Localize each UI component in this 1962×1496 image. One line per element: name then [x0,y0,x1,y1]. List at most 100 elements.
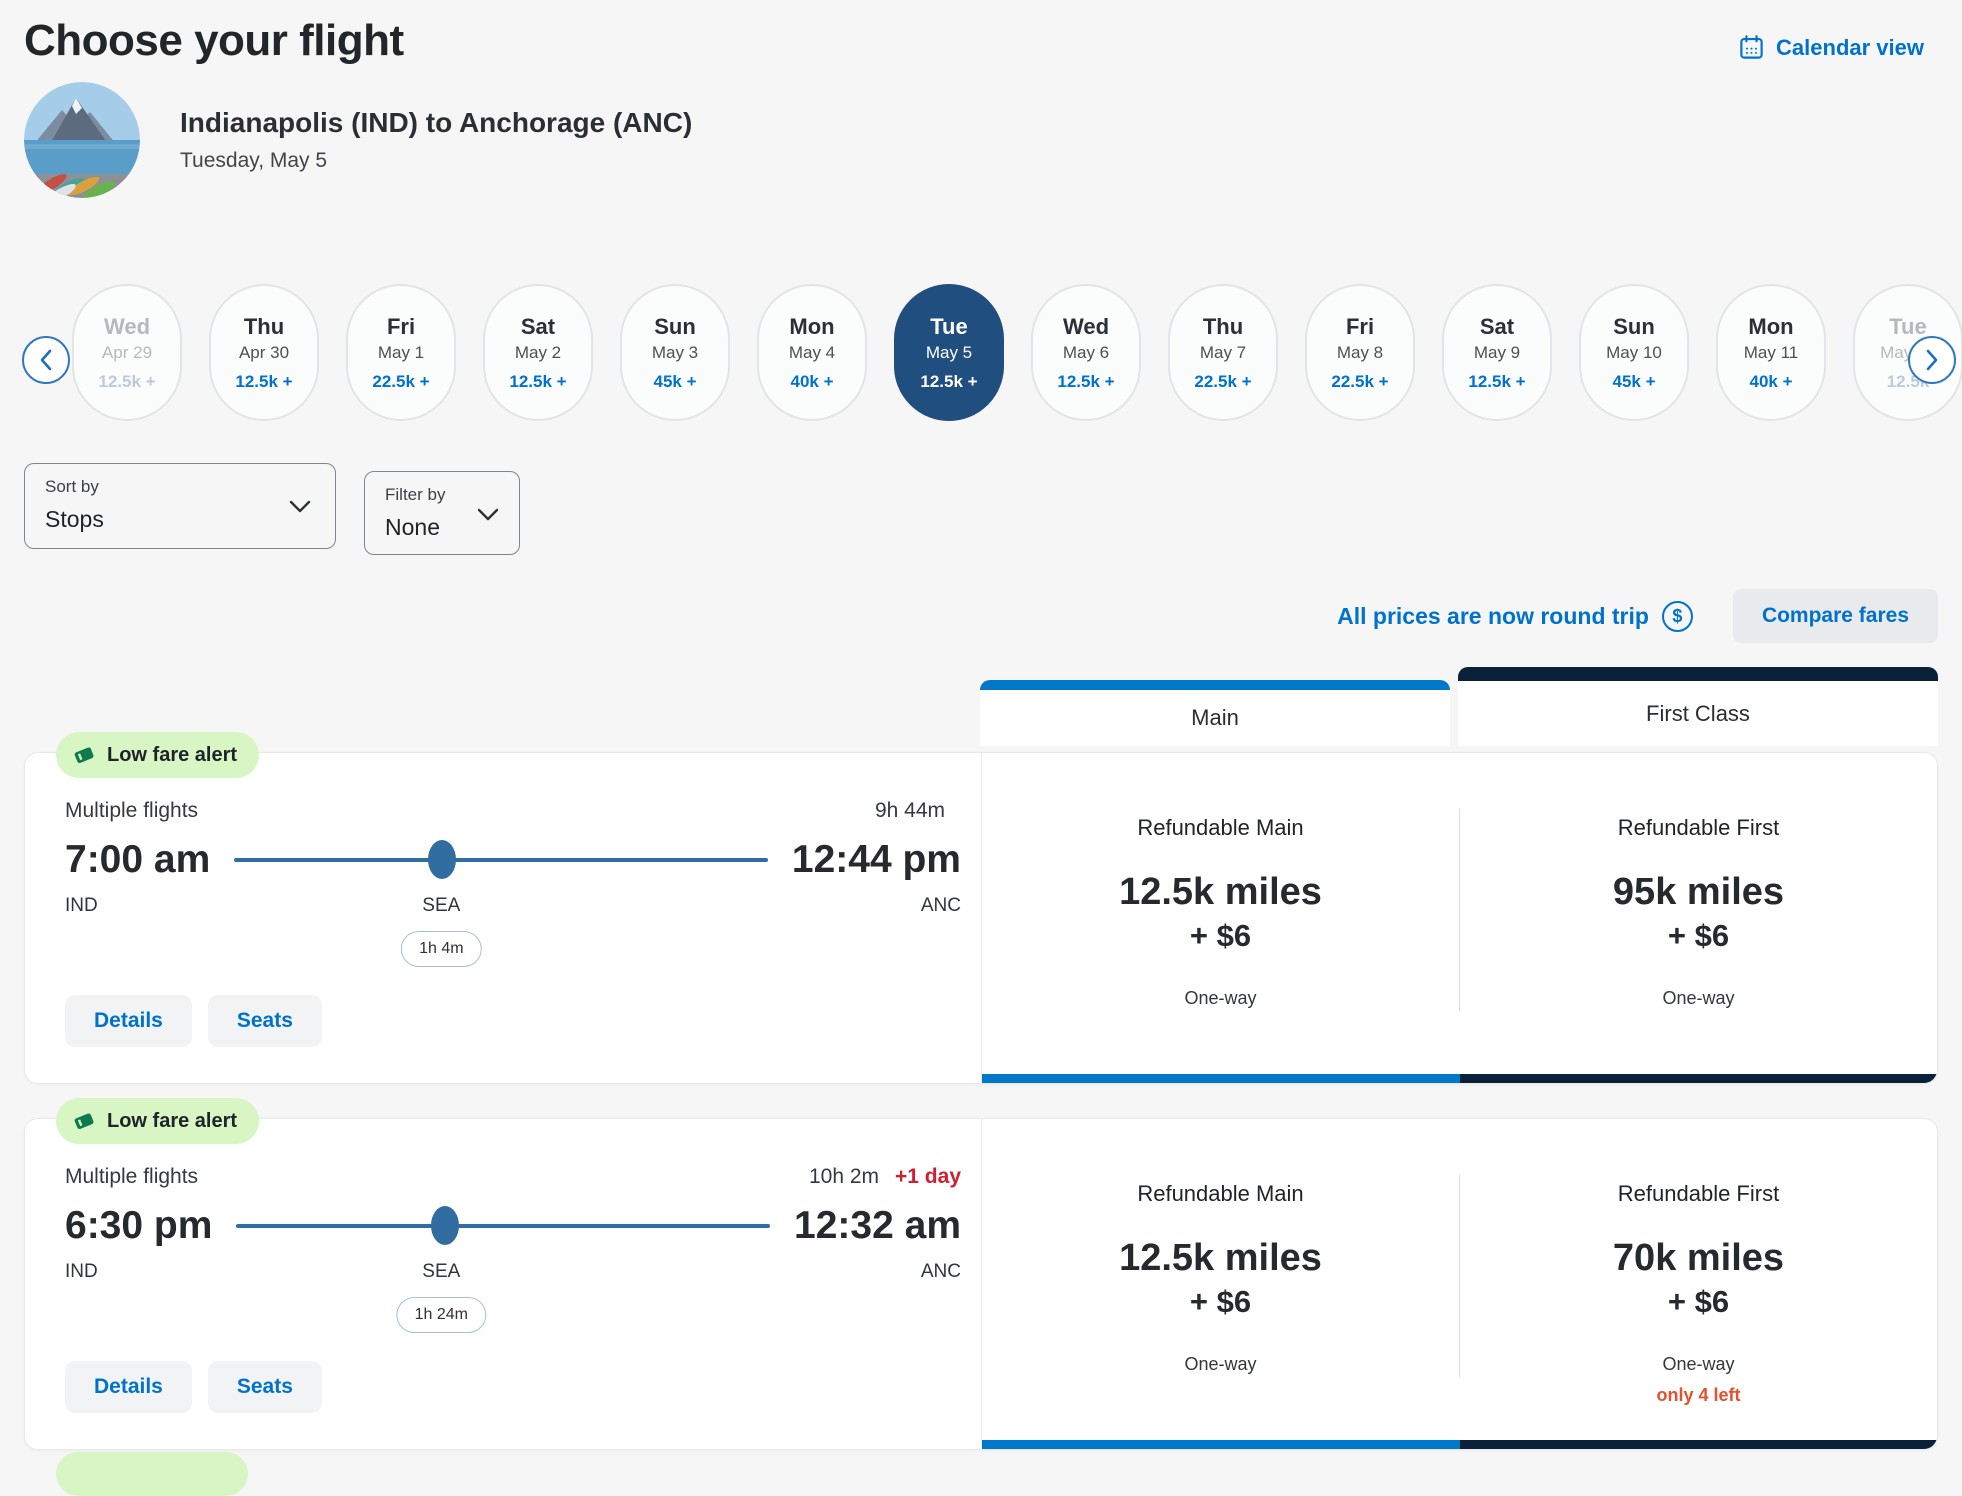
fare-miles: 12.5k miles [1119,1237,1322,1279]
fare-trip: One-way [1184,1354,1257,1374]
date-pill[interactable]: Wed May 6 12.5k + [1031,284,1141,421]
timeline-line [234,858,768,862]
fare-cell-main[interactable]: Refundable Main 12.5k miles + $6 One-way [982,1119,1459,1449]
depart-airport: IND [65,895,98,916]
day-offset-badge: +1 day [895,1165,961,1188]
date-pill[interactable]: Wed Apr 29 12.5k + [72,284,182,421]
tab-first-class-accent-bar [1458,667,1938,681]
low-fare-alert-label: Low fare alert [107,1109,238,1132]
date-pill[interactable]: Sat May 2 12.5k + [483,284,593,421]
carousel-prev-button[interactable] [22,336,70,384]
date-pill[interactable]: Sun May 3 45k + [620,284,730,421]
tab-main-accent-bar [980,680,1450,690]
calendar-view-label: Calendar view [1776,34,1924,60]
fare-trip: One-way [1662,1354,1735,1374]
layover-pill: 1h 4m [401,931,482,967]
flight-card: Low fare alert Multiple flights 10h 2m +… [24,1098,1938,1450]
date-pill-day: Sat [1479,313,1515,339]
arrive-airport: ANC [920,895,961,916]
low-fare-alert-badge: Low fare alert [56,732,260,778]
arrive-time: 12:44 pm [791,838,961,881]
date-pill-price: 12.5k + [235,371,293,391]
date-pill-selected[interactable]: Tue May 5 12.5k + [894,284,1004,421]
date-pill-price: 45k + [1612,371,1656,391]
fare-name: Refundable First [1617,1181,1780,1206]
date-pill[interactable]: Sat May 9 12.5k + [1442,284,1552,421]
date-pill-price: 12.5k + [1468,371,1526,391]
fare-trip: One-way [1184,988,1257,1008]
tag-icon [71,742,97,768]
tab-first-class[interactable]: First Class [1458,667,1938,746]
date-pill[interactable]: Thu May 7 22.5k + [1168,284,1278,421]
date-pill-price: 45k + [653,371,697,391]
depart-time: 6:30 pm [65,1204,213,1247]
sort-by-value: Stops [45,506,104,532]
route-title: Indianapolis (IND) to Anchorage (ANC) [180,107,693,138]
page-title: Choose your flight [24,16,404,65]
tab-first-class-label: First Class [1646,700,1750,726]
details-button[interactable]: Details [65,995,192,1047]
calendar-view-link[interactable]: Calendar view [1738,34,1924,61]
date-pill-day: Wed [103,313,151,339]
fare-cell-main[interactable]: Refundable Main 12.5k miles + $6 One-way [982,753,1459,1083]
date-pill-price: 40k + [790,371,834,391]
date-pill[interactable]: Mon May 4 40k + [757,284,867,421]
low-fare-alert-badge: Low fare alert [56,1098,260,1144]
filter-by-select[interactable]: Filter by None [364,471,520,555]
round-trip-label: All prices are now round trip [1337,602,1649,629]
details-button[interactable]: Details [65,1361,192,1413]
route-avatar [24,82,140,198]
tab-main[interactable]: Main [980,680,1450,746]
date-pill-date: May 10 [1606,342,1662,362]
seats-button[interactable]: Seats [207,995,322,1047]
flight-duration: 9h 44m [874,799,945,822]
fare-name: Refundable Main [1137,815,1304,840]
date-pill-day: Sat [520,313,556,339]
fare-fee: + $6 [1667,1284,1730,1319]
date-pill-price: 12.5k + [509,371,567,391]
fare-fee: + $6 [1189,1284,1252,1319]
flight-label: Multiple flights [65,1165,199,1188]
flight-timeline [234,837,768,883]
date-pill-price: 12.5k + [920,371,978,391]
carousel-next-button[interactable] [1908,336,1956,384]
stop-airport: SEA [422,1261,461,1282]
fare-miles: 70k miles [1612,1237,1785,1279]
date-pill[interactable]: Fri May 1 22.5k + [346,284,456,421]
seats-button[interactable]: Seats [207,1361,322,1413]
date-pill[interactable]: Fri May 8 22.5k + [1305,284,1415,421]
date-pill-price: 12.5k + [98,371,156,391]
chevron-down-icon [477,508,499,526]
sort-by-label: Sort by [45,477,99,496]
compare-fares-button[interactable]: Compare fares [1732,589,1938,643]
timeline-stop-dot [430,1206,459,1245]
date-pill-day: Tue [1889,313,1927,339]
accent-bar-main [982,1440,1460,1449]
fare-cell-first-class[interactable]: Refundable First 70k miles + $6 One-way … [1460,1119,1937,1449]
flight-card: Low fare alert Multiple flights 9h 44m 7… [24,732,1938,1084]
date-pill-date: May 2 [514,342,562,362]
chevron-left-icon [39,349,53,371]
arrive-airport: ANC [920,1261,961,1282]
date-pill-date: May 8 [1336,342,1384,362]
sort-by-select[interactable]: Sort by Stops [24,463,336,549]
date-pill-date: Apr 30 [238,342,290,362]
date-pill[interactable]: Mon May 11 40k + [1716,284,1826,421]
flight-info: Multiple flights 9h 44m 7:00 am 12:44 pm [25,753,981,1083]
date-pill-day: Fri [1345,313,1375,339]
date-pill-day: Sun [654,313,696,339]
date-pill-day: Fri [386,313,416,339]
fare-cell-first-class[interactable]: Refundable First 95k miles + $6 One-way [1460,753,1937,1083]
date-pill[interactable]: Sun May 10 45k + [1579,284,1689,421]
round-trip-notice[interactable]: All prices are now round trip $ [1337,600,1693,632]
date-pill-price: 22.5k + [1194,371,1252,391]
date-pill-date: May 1 [377,342,425,362]
fare-name: Refundable Main [1137,1181,1304,1206]
fare-miles: 12.5k miles [1119,871,1322,913]
date-pill-day: Mon [789,313,835,339]
arrive-time: 12:32 am [794,1204,961,1247]
filter-by-label: Filter by [385,485,446,504]
date-pill[interactable]: Thu Apr 30 12.5k + [209,284,319,421]
date-pill-price: 12.5k + [1057,371,1115,391]
date-pill-price: 40k + [1749,371,1793,391]
